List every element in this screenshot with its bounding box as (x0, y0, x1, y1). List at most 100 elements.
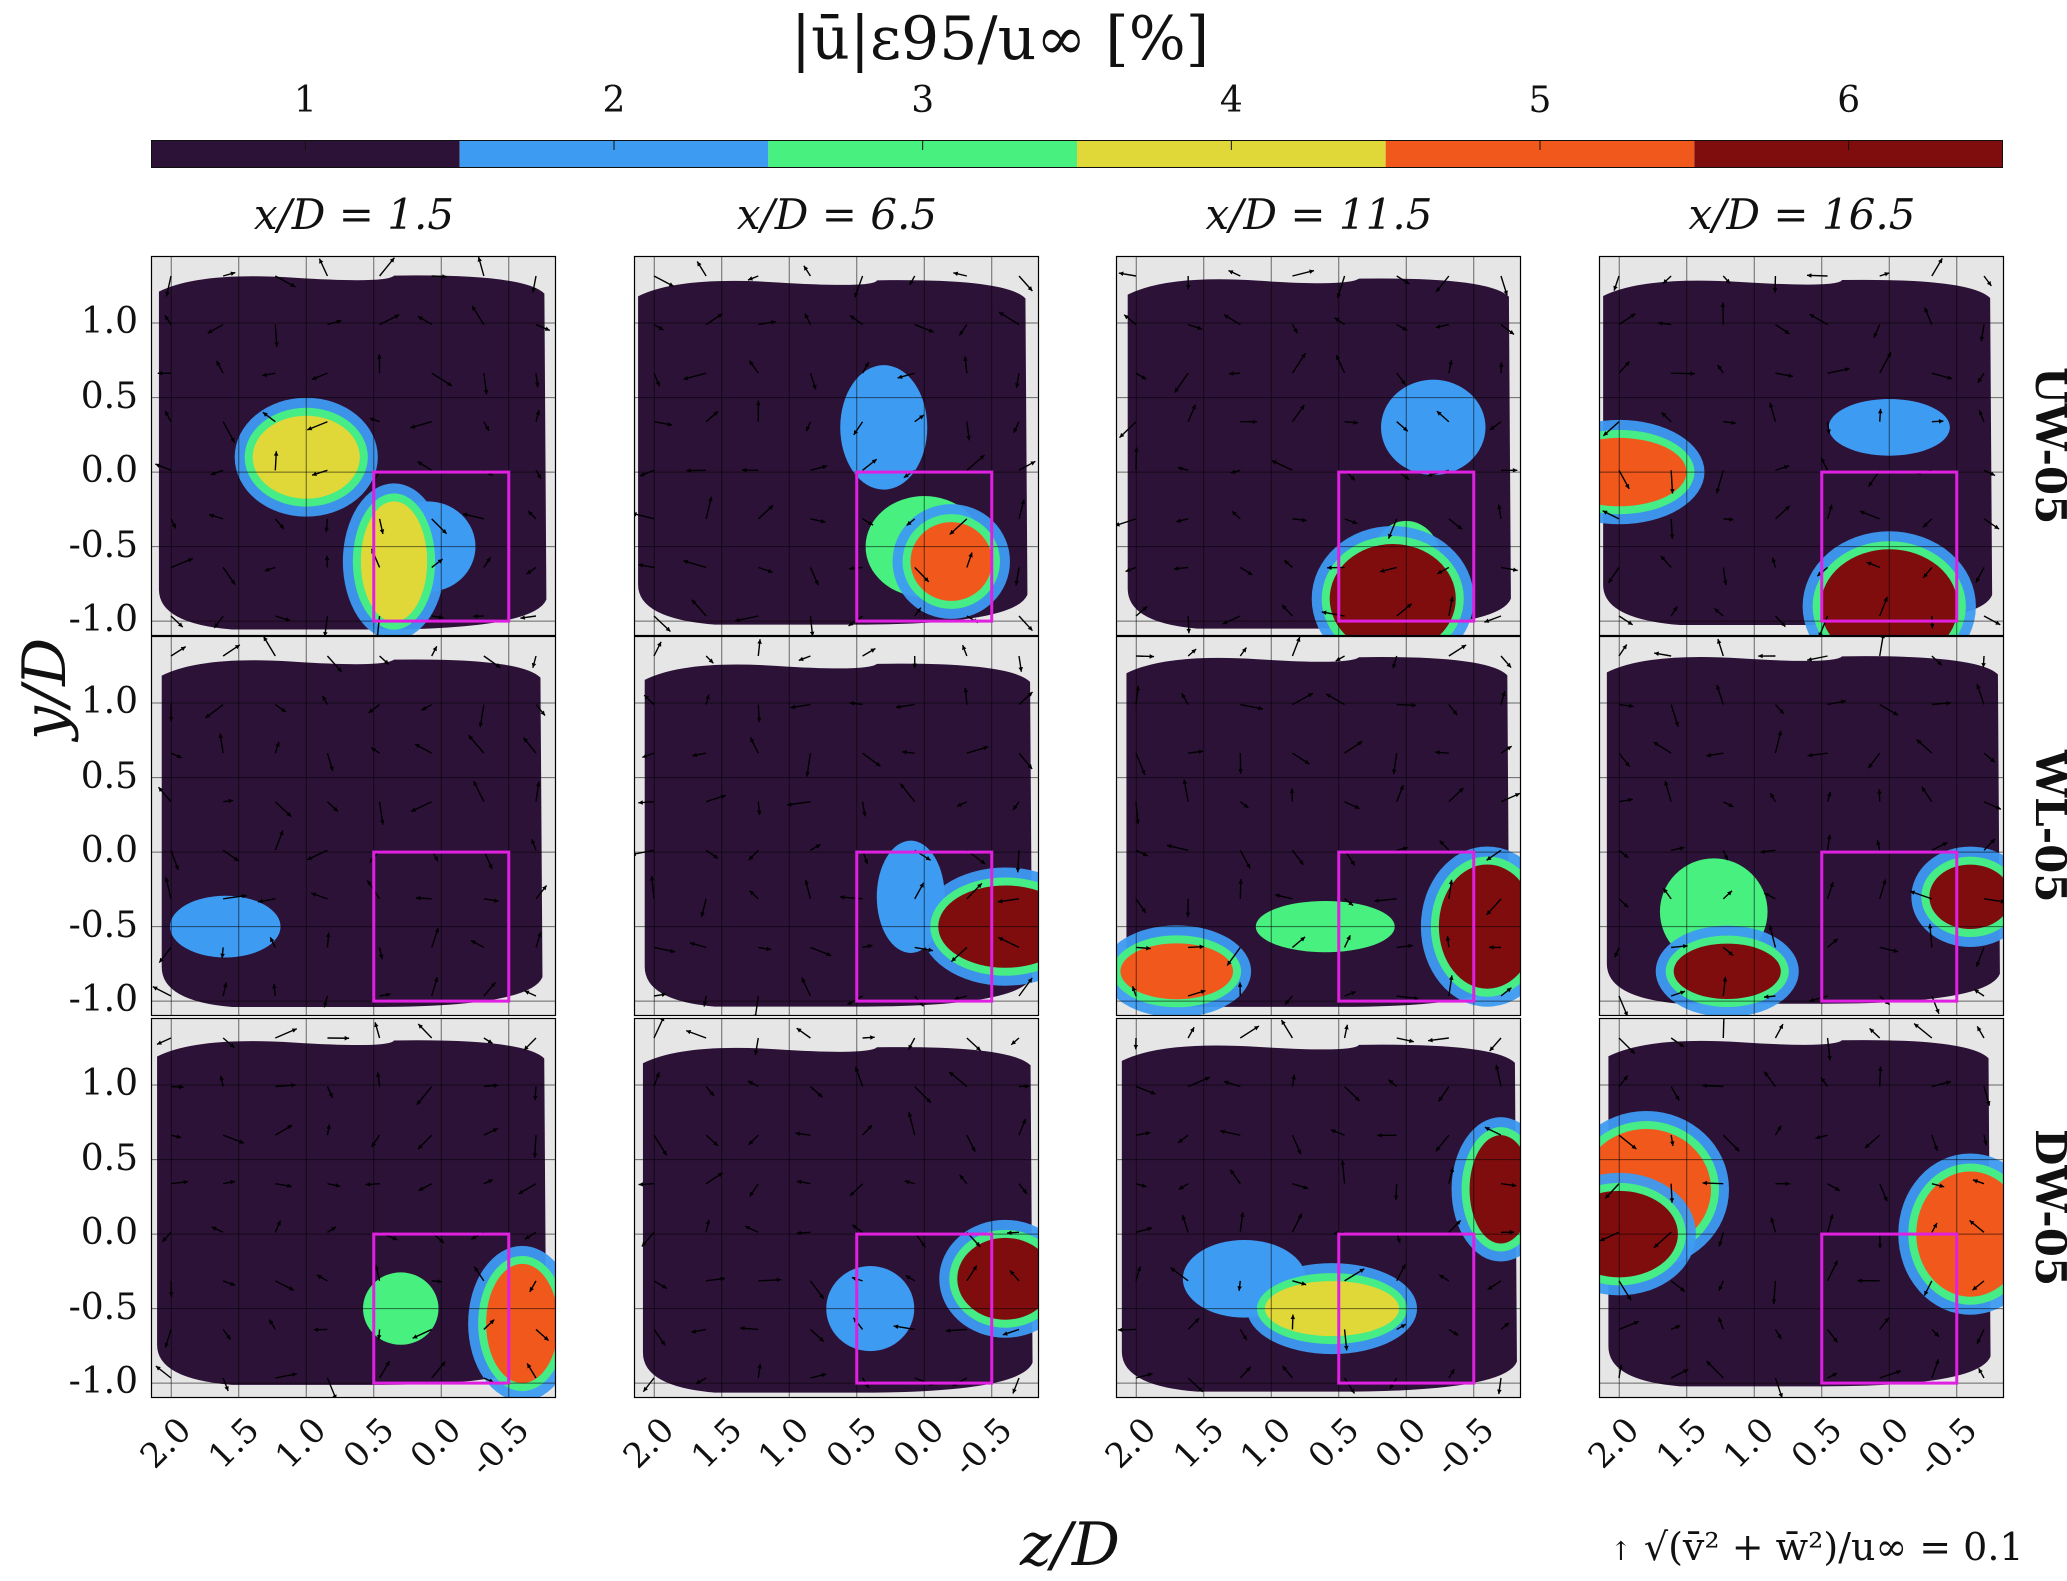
velocity-vector-head (1194, 1318, 1200, 1324)
velocity-vector-head (377, 354, 382, 359)
uncertainty-patch-5 (1120, 943, 1234, 1000)
velocity-vector-head (1246, 863, 1251, 869)
colorbar-tick-label: 4 (1219, 80, 1243, 121)
velocity-vector-head (1815, 1134, 1821, 1140)
velocity-vector-head (1401, 379, 1406, 385)
velocity-vector-head (1136, 1266, 1142, 1272)
velocity-vector-head (924, 577, 929, 582)
y-tick-label: 0.0 (80, 830, 138, 872)
velocity-vector-head (1934, 1331, 1939, 1337)
velocity-vector-head (279, 523, 284, 529)
velocity-vector-head (214, 623, 219, 628)
velocity-vector-head (1346, 935, 1351, 941)
velocity-vector-head (1706, 752, 1712, 758)
velocity-vector-head (1910, 890, 1916, 895)
velocity-vector-head (1186, 628, 1191, 634)
velocity-vector-head (1014, 580, 1019, 586)
velocity-vector-head (814, 580, 819, 586)
wake-highlight-box (1820, 1232, 1959, 1385)
velocity-vector-head (1779, 709, 1784, 714)
velocity-vector-head (683, 375, 689, 381)
velocity-vector-head (1784, 329, 1790, 334)
velocity-vector-head (262, 412, 268, 417)
velocity-vector-head (1777, 1334, 1782, 1340)
velocity-vector-head (1628, 797, 1633, 803)
velocity-vector-head (1626, 1295, 1632, 1301)
velocity-vector-head (1290, 1314, 1296, 1320)
velocity-vector-head (1630, 1048, 1635, 1054)
velocity-vector-head (1238, 879, 1244, 884)
velocity-vector-head (819, 1336, 824, 1342)
velocity-vector-head (1785, 1181, 1790, 1187)
velocity-vector-head (1293, 328, 1298, 334)
velocity-vector-head (767, 568, 773, 574)
velocity-vector-head (1625, 761, 1630, 767)
velocity-vector-head (1450, 1369, 1455, 1375)
velocity-vector-head (1924, 1290, 1929, 1296)
velocity-vector-head (1764, 994, 1769, 999)
velocity-vector-head (1204, 1076, 1210, 1082)
velocity-vector-head (1807, 752, 1813, 758)
velocity-vector-head (700, 912, 705, 917)
panel-1-1 (633, 635, 1040, 1017)
velocity-vector-head (330, 1227, 336, 1232)
velocity-vector-head (418, 1186, 424, 1191)
velocity-vector-head (705, 1219, 711, 1225)
velocity-vector-head (1979, 336, 1985, 342)
velocity-vector-head (1674, 721, 1679, 727)
velocity-vector-head (490, 982, 496, 988)
velocity-vector-head (1728, 950, 1734, 956)
velocity-vector-head (1720, 302, 1726, 307)
velocity-vector-head (1489, 425, 1495, 431)
velocity-vector-head (1027, 691, 1033, 697)
velocity-vector-head (1780, 621, 1786, 627)
wake-highlight-box (855, 1232, 994, 1385)
velocity-vector-head (1809, 314, 1815, 319)
velocity-vector-head (1452, 710, 1458, 716)
velocity-vector-head (328, 1092, 333, 1098)
velocity-vector-head (822, 464, 828, 470)
velocity-vector-head (1497, 1389, 1502, 1395)
velocity-vector-head (1986, 280, 1992, 286)
velocity-vector-head (747, 1080, 753, 1085)
velocity-vector-head (661, 1284, 667, 1289)
velocity-vector-head (1653, 742, 1659, 747)
velocity-vector-head (379, 529, 385, 534)
velocity-vector-head (708, 658, 714, 664)
velocity-vector-head (1494, 1064, 1500, 1070)
velocity-vector-head (1784, 465, 1789, 470)
velocity-vector-head (322, 695, 327, 701)
velocity-vector-head (1859, 510, 1865, 515)
velocity-vector-head (1461, 644, 1467, 650)
velocity-vector-head (1972, 1285, 1978, 1291)
velocity-vector-head (1117, 1327, 1123, 1333)
velocity-vector-head (925, 856, 931, 861)
wake-highlight-box (1337, 850, 1476, 1003)
velocity-vector-head (487, 1039, 493, 1044)
velocity-vector-head (864, 362, 869, 368)
velocity-vector-head (749, 1191, 755, 1197)
velocity-vector-head (344, 1035, 350, 1041)
colorbar-tick-label: 6 (1837, 80, 1861, 121)
velocity-vector-head (1289, 788, 1295, 794)
velocity-vector-head (665, 626, 671, 632)
velocity-vector-head (1788, 373, 1794, 378)
wake-highlight-box (1337, 470, 1476, 623)
velocity-vector-head (1826, 834, 1832, 840)
velocity-vector-head (273, 451, 279, 456)
velocity-vector-head (1497, 504, 1502, 510)
velocity-vector-head (1027, 977, 1033, 983)
velocity-vector-head (1680, 1286, 1685, 1292)
velocity-vector-head (1298, 859, 1304, 865)
velocity-vector-head (230, 437, 235, 443)
uncertainty-patch-6 (957, 1237, 1039, 1320)
velocity-vector-head (1411, 702, 1417, 708)
velocity-vector-head (434, 927, 440, 933)
velocity-vector-head (1018, 667, 1023, 672)
velocity-vector-head (904, 1179, 910, 1185)
uncertainty-patch-6 (1329, 544, 1456, 636)
velocity-vector-head (801, 977, 806, 983)
velocity-vector-head (1282, 604, 1287, 610)
velocity-vector-head (1354, 804, 1360, 809)
